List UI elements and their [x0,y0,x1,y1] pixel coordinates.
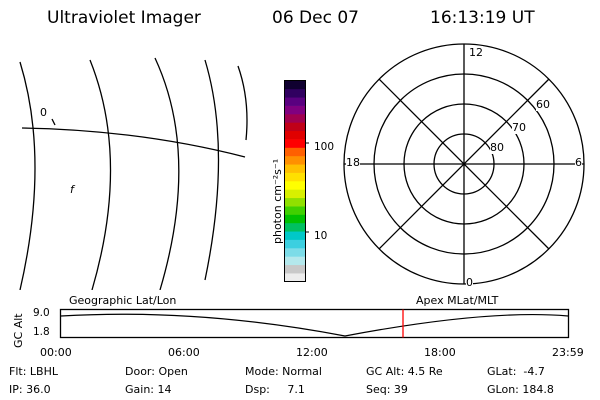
colorbar-segment [284,80,306,90]
polar-plot [343,43,585,285]
altitude-curve [60,313,569,337]
glat-readout: GLat: -4.7 [487,365,545,378]
seq-readout: Seq: 39 [366,383,408,396]
colorbar-segment [284,189,306,199]
time-tick-0000: 00:00 [40,346,72,359]
colorbar-unit-label: photon cm⁻²s⁻¹ [271,158,284,244]
mlt-label-0: 0 [466,276,473,289]
colorbar-segment [284,264,306,274]
longitude-line [204,59,220,281]
time-tick-1800: 18:00 [424,346,456,359]
mlat-label-80: 80 [490,141,504,154]
latitude-line [21,127,246,158]
colorbar-segment [284,197,306,207]
mlt-label-12: 12 [469,46,483,59]
colorbar-segment [284,239,306,249]
colorbar-segment [284,139,306,148]
time-tick-0600: 06:00 [168,346,200,359]
colorbar-segment [284,172,306,182]
colorbar [284,80,309,282]
instrument-title: Ultraviolet Imager [47,8,201,28]
mlat-label-70: 70 [512,121,526,134]
time-tick-2359: 23:59 [552,346,584,359]
timeline-frame [59,308,570,339]
altitude-axis-title: GC Alt [12,313,25,348]
colorbar-segment [284,155,306,165]
longitude-line [154,57,180,290]
colorbar-segment [284,222,306,232]
colorbar-segment [284,114,306,123]
colorbar-tick-label-10: 10 [314,230,328,242]
longitude-line [237,65,248,141]
colorbar-segment [284,181,306,190]
gain-readout: Gain: 14 [125,383,172,396]
colorbar-segment [284,88,306,98]
mlat-label-60: 60 [536,98,550,111]
colorbar-segment [284,248,306,257]
filter-readout: Flt: LBHL [9,365,58,378]
time-tick-1200: 12:00 [296,346,328,359]
ip-readout: IP: 36.0 [9,383,51,396]
colorbar-segment [284,105,306,115]
colorbar-segment [284,214,306,224]
colorbar-segment [284,256,306,266]
altitude-tick-max: 9.0 [33,307,50,319]
marker-label: f [70,183,74,196]
mlt-label-6: 6 [575,156,582,169]
gc-alt-readout: GC Alt: 4.5 Re [366,365,443,378]
colorbar-segment [284,97,306,106]
latitude-zero-label: 0 [40,106,47,119]
colorbar-segment [284,164,306,173]
polar-diagonal [378,78,550,250]
colorbar-segment [284,273,306,282]
door-readout: Door: Open [125,365,188,378]
date-label: 06 Dec 07 [272,8,359,28]
colorbar-segment [284,147,306,157]
orbit-timeline [59,308,570,339]
colorbar-segment [284,122,306,132]
geographic-map [19,57,248,290]
geographic-coords-label: Geographic Lat/Lon [69,294,177,307]
colorbar-tick-label-100: 100 [314,141,335,153]
apex-coords-label: Apex MLat/MLT [416,294,499,307]
tick-mark [51,118,56,126]
time-label: 16:13:19 UT [430,8,535,28]
longitude-line [19,61,36,290]
mode-readout: Mode: Normal [245,365,322,378]
mlt-label-18: 18 [346,156,360,169]
longitude-line [89,59,112,290]
dsp-readout: Dsp: 7.1 [245,383,305,396]
colorbar-segment [284,130,306,140]
glon-readout: GLon: 184.8 [487,383,554,396]
colorbar-segment [284,206,306,215]
colorbar-segment [284,231,306,240]
altitude-tick-min: 1.8 [33,326,50,338]
